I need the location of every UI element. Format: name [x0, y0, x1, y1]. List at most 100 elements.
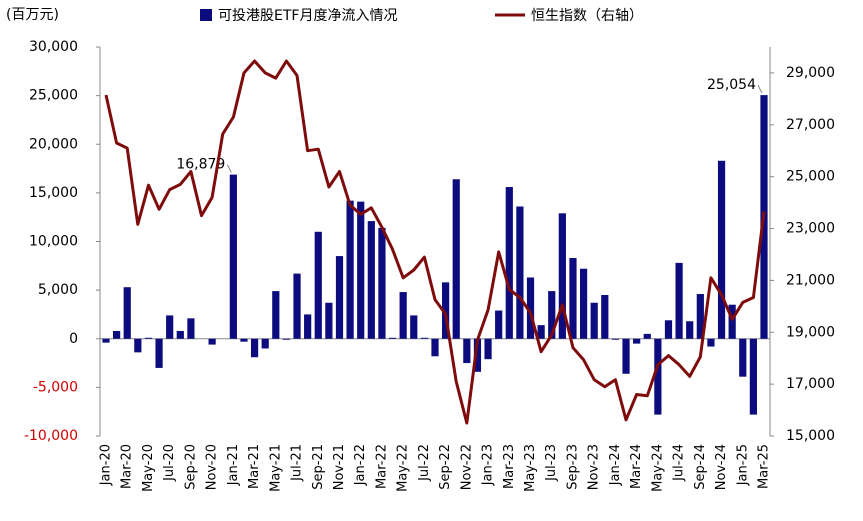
x-tick-label: Jan-23 — [481, 444, 496, 486]
bar — [282, 338, 291, 340]
bar — [314, 231, 322, 339]
y-tick-label: 15,000 — [29, 185, 78, 201]
bar — [717, 160, 726, 339]
bar — [526, 277, 535, 339]
x-tick-label: Jan-20 — [99, 444, 114, 486]
y2-tick-label: 19,000 — [786, 324, 835, 340]
bar — [696, 294, 704, 339]
bar — [442, 282, 450, 339]
y2-tick-label: 29,000 — [786, 65, 835, 81]
line — [104, 59, 766, 425]
x-tick-label: Sep-23 — [565, 444, 580, 490]
bar — [325, 302, 333, 339]
x-tick-label: Jan-22 — [353, 444, 368, 486]
bar — [611, 338, 620, 340]
x-tick-label: May-22 — [396, 444, 411, 492]
bar — [250, 338, 259, 358]
bar — [452, 179, 460, 339]
x-tick-label: Sep-21 — [311, 444, 326, 490]
bar — [707, 338, 715, 347]
x-tick-label: Jul-23 — [544, 444, 559, 482]
bar — [410, 315, 418, 339]
bar — [420, 337, 428, 339]
bar — [102, 338, 110, 343]
legend-swatch — [200, 9, 212, 21]
bar — [739, 338, 747, 377]
x-tick-label: Mar-21 — [247, 444, 262, 489]
bar — [579, 268, 588, 339]
x-tick-label: Mar-20 — [120, 444, 135, 489]
bar — [558, 213, 566, 339]
bar — [675, 262, 683, 339]
label-leader — [226, 164, 232, 173]
x-tick-label: Sep-22 — [438, 444, 453, 490]
x-tick-label: Nov-24 — [714, 444, 729, 490]
x-tick-label: Jan-25 — [735, 444, 750, 486]
bar — [548, 291, 556, 339]
x-tick-label: Nov-22 — [459, 444, 474, 490]
bar — [335, 256, 344, 339]
x-tick-label: May-24 — [650, 444, 665, 492]
bar — [601, 294, 609, 339]
data-label: 25,054 — [707, 77, 756, 93]
x-tick-label: May-23 — [523, 444, 538, 492]
y-tick-label: 25,000 — [29, 88, 78, 104]
y2-tick-label: 15,000 — [786, 428, 835, 444]
bar — [155, 338, 163, 368]
bar — [187, 318, 195, 339]
y-tick-label: 10,000 — [29, 234, 78, 250]
bar — [113, 330, 121, 339]
x-tick-label: Nov-21 — [332, 444, 347, 490]
bar — [123, 287, 131, 339]
bar — [357, 201, 365, 339]
y2-tick-label: 17,000 — [786, 376, 835, 392]
y2-tick-label: 25,000 — [786, 169, 835, 185]
bar — [495, 310, 503, 339]
bar — [176, 330, 184, 339]
x-tick-label: May-20 — [141, 444, 156, 492]
label-leader — [757, 84, 763, 94]
bar — [505, 187, 513, 339]
x-tick-label: Sep-20 — [183, 444, 198, 490]
bar — [633, 338, 641, 344]
x-tick-label: Jul-22 — [417, 444, 432, 482]
bar — [749, 338, 757, 415]
x-tick-label: Jul-21 — [290, 444, 305, 482]
x-tick-label: Jul-20 — [162, 444, 177, 482]
bar — [686, 321, 694, 339]
bar — [134, 338, 142, 353]
bar — [569, 258, 577, 339]
x-tick-label: Nov-20 — [205, 444, 220, 490]
bar — [166, 315, 174, 339]
bar — [484, 338, 492, 360]
y-tick-label: 20,000 — [29, 136, 78, 152]
y2-tick-label: 23,000 — [786, 221, 835, 237]
x-tick-label: Jul-24 — [672, 444, 687, 482]
y-tick-label: 0 — [69, 331, 78, 347]
bar — [261, 338, 269, 349]
bar — [463, 338, 471, 364]
data-label: 16,879 — [176, 157, 225, 173]
x-tick-label: Mar-24 — [629, 444, 644, 489]
legend-label: 恒生指数（右轴） — [531, 8, 643, 24]
y2-tick-label: 27,000 — [786, 117, 835, 133]
bar — [516, 206, 524, 339]
bar — [537, 325, 545, 339]
bar — [378, 227, 386, 339]
x-tick-label: Mar-22 — [374, 444, 389, 489]
bar — [346, 200, 354, 339]
bar — [367, 221, 375, 339]
y-tick-label: 5,000 — [38, 282, 78, 298]
bar — [664, 320, 673, 339]
x-tick-label: Sep-24 — [693, 444, 708, 490]
x-tick-label: Nov-23 — [587, 444, 602, 490]
y-axis-label: (百万元) — [6, 7, 59, 23]
bar — [240, 338, 248, 342]
x-tick-label: Jan-24 — [608, 444, 623, 486]
bar — [622, 338, 630, 374]
bar — [399, 292, 407, 339]
bar — [643, 333, 651, 339]
x-tick-label: Mar-23 — [502, 444, 517, 489]
bar — [304, 314, 312, 339]
